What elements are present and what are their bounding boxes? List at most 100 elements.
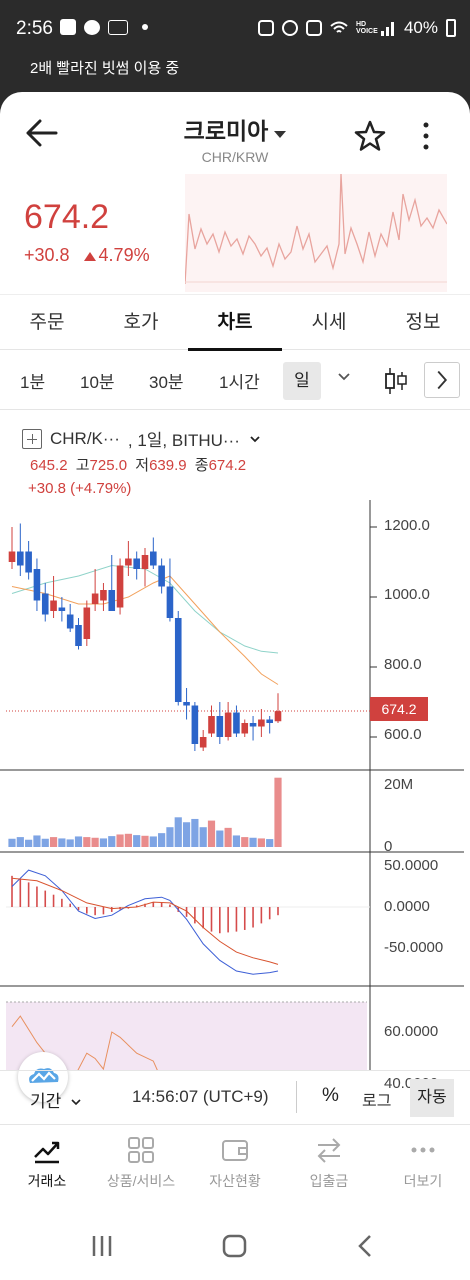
candle-body <box>191 705 199 744</box>
home-icon[interactable] <box>222 1234 248 1258</box>
more-vertical-icon[interactable] <box>418 120 434 152</box>
log-scale-button[interactable]: 로그 <box>362 1093 392 1110</box>
candle-body <box>141 555 149 569</box>
volume-bar <box>224 827 232 847</box>
price-summary: 674.2 +30.8 4.79% <box>24 198 150 266</box>
period-chevron-down-icon <box>71 1099 81 1106</box>
volume-bar <box>41 838 49 847</box>
nav-products[interactable]: 상품/서비스 <box>94 1135 188 1191</box>
interval-day[interactable]: 일 <box>283 362 321 400</box>
detail-tabs: 주문 호가 차트 시세 정보 <box>0 294 470 351</box>
nav-transfer-label: 입출금 <box>309 1173 349 1189</box>
candle-body <box>100 590 107 601</box>
high-key: 고 <box>75 457 90 474</box>
coin-title-block[interactable]: 크로미아 CHR/KRW <box>0 112 470 165</box>
chart-clock: 14:56:07 (UTC+9) <box>132 1087 269 1106</box>
candle-body <box>75 625 82 646</box>
volume-bar <box>91 837 99 847</box>
price-axis-1000: 1000.0 <box>384 586 430 603</box>
candle-body <box>50 600 57 611</box>
candle-body <box>150 551 157 566</box>
candle-body <box>8 551 16 562</box>
interval-30min[interactable]: 30분 <box>149 373 184 392</box>
candle-body <box>174 618 182 702</box>
volume-bar <box>174 817 182 847</box>
chart-bottom-toolbar: 기간 14:56:07 (UTC+9) % 로그 자동 <box>0 1070 470 1124</box>
chevron-right-icon[interactable] <box>424 362 460 398</box>
volume-bar <box>74 836 83 847</box>
wallet-icon <box>222 1140 248 1161</box>
period-button[interactable]: 기간 <box>30 1087 82 1112</box>
last-price-tag: 674.2 <box>370 697 428 721</box>
auto-scale-button[interactable]: 자동 <box>410 1079 454 1117</box>
macd-axis-50: 50.0000 <box>384 857 439 874</box>
tab-order[interactable]: 주문 <box>29 312 65 333</box>
favorite-star-icon[interactable] <box>354 120 386 152</box>
volume-bar <box>49 837 58 847</box>
volume-bar <box>108 836 116 847</box>
chevron-down-icon[interactable] <box>337 370 351 384</box>
back-nav-icon[interactable] <box>356 1234 376 1258</box>
interval-1hour[interactable]: 1시간 <box>219 373 260 392</box>
volume-bar <box>83 837 91 847</box>
volume-bar <box>232 835 241 847</box>
hd-voice-label: HD VOICE <box>355 21 378 35</box>
open-value: 645.2 <box>30 457 68 474</box>
volume-bar <box>141 835 149 847</box>
rsi-axis-60: 60.0000 <box>384 1023 439 1040</box>
chart-area[interactable]: CHR/K··· , 1일, BITHU··· 645.2 고725.0 저63… <box>0 410 470 1154</box>
legend-chevron-down-icon[interactable] <box>248 432 262 446</box>
nav-assets[interactable]: 자산현황 <box>188 1135 282 1191</box>
volume-bar <box>8 838 16 847</box>
tab-chart[interactable]: 차트 <box>217 312 253 333</box>
interval-10min[interactable]: 10분 <box>80 373 115 392</box>
tab-info[interactable]: 정보 <box>405 312 441 333</box>
coin-header: 크로미아 CHR/KRW <box>0 92 470 182</box>
alarm-icon <box>281 20 298 36</box>
tradingview-logo[interactable] <box>18 1052 68 1102</box>
candle-body <box>25 551 32 573</box>
tab-orderbook[interactable]: 호가 <box>123 312 159 333</box>
current-price: 674.2 <box>24 198 110 236</box>
system-navigation <box>0 1210 470 1280</box>
add-indicator-icon[interactable] <box>22 428 42 449</box>
caret-down-icon[interactable] <box>274 131 287 139</box>
rsi-band-background <box>6 1002 367 1070</box>
volume-bar <box>16 837 24 847</box>
candle-body <box>233 712 240 734</box>
volume-bar <box>133 835 141 847</box>
wifi-icon <box>330 21 348 33</box>
candle-body <box>91 593 99 604</box>
nav-transfer[interactable]: 입출금 <box>282 1135 376 1191</box>
candle-body <box>258 719 265 727</box>
candlestick-type-icon[interactable] <box>383 366 409 396</box>
volume-bar <box>199 827 207 847</box>
interval-1min[interactable]: 1분 <box>20 373 46 392</box>
volume-bar <box>182 822 191 847</box>
coin-name[interactable]: 크로미아 <box>183 118 269 144</box>
chart-meta: , 1일, BITHU··· <box>127 431 240 450</box>
chart-canvas[interactable] <box>0 410 470 1070</box>
nav-exchange[interactable]: 거래소 <box>0 1135 94 1191</box>
low-value: 639.9 <box>149 457 187 474</box>
back-arrow-icon[interactable] <box>22 118 62 148</box>
volume-bar <box>216 830 224 847</box>
candle-body <box>224 712 232 737</box>
recent-apps-icon[interactable] <box>90 1234 114 1258</box>
candle-body <box>249 723 257 727</box>
grid-icon <box>128 1137 154 1163</box>
tab-market-price[interactable]: 시세 <box>311 312 347 333</box>
nav-more[interactable]: 더보기 <box>376 1135 470 1191</box>
volume-bar <box>274 777 282 847</box>
candle-body <box>274 711 282 722</box>
candle-body <box>17 551 24 566</box>
percent-scale-button[interactable]: % <box>322 1085 339 1106</box>
macd-signal-line <box>11 877 279 965</box>
volume-axis-0: 0 <box>384 838 393 855</box>
status-time: 2:56 <box>16 18 53 39</box>
nav-more-label: 더보기 <box>403 1173 443 1189</box>
mode-banner: 2배 빨라진 빗썸 이용 중 <box>0 58 470 94</box>
more-dot-icon <box>142 24 148 30</box>
lock-icon <box>257 20 274 36</box>
price-sparkline <box>185 174 447 292</box>
